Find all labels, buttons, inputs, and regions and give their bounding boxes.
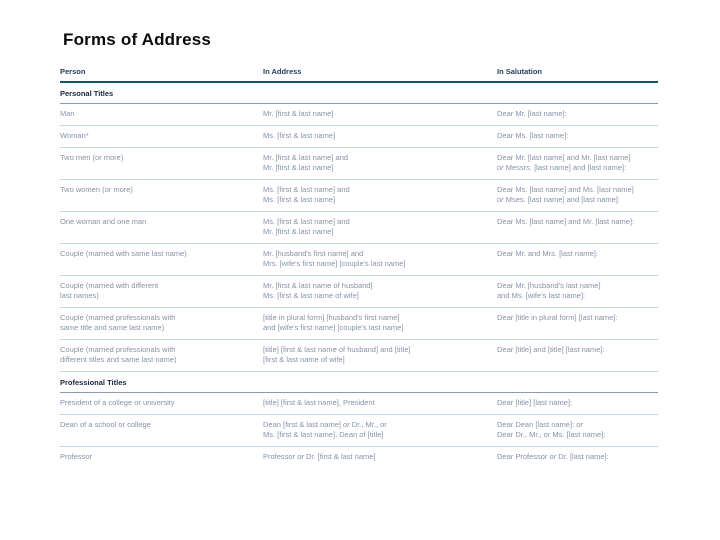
address-cell: [title] [first & last name of husband] a… [263,345,411,364]
person-cell: Couple (married professionals with differ… [60,345,177,364]
section-heading: Personal Titles [60,83,658,104]
person-cell: Two men (or more) [60,153,124,162]
person-cell: Professor [60,452,93,461]
table-section: Personal Titles Man Mr. [first & last name… [60,83,658,372]
address-cell: Ms. [first & last name] and Mr. [first & … [263,217,350,236]
table-row: Dean of a school or college Dean [first &… [60,415,658,447]
address-cell: Ms. [first & last name] [263,131,336,140]
table-section: Professional Titles President of a colleg… [60,372,658,468]
address-cell: Mr. [first & last name of husband] Ms. [f… [263,281,373,300]
address-cell: Ms. [first & last name] and Ms. [first & … [263,185,350,204]
salutation-cell: Dear [title] and [title] [last name]: [497,345,605,354]
table-row: Couple (married professionals with same t… [60,308,658,340]
address-cell: Mr. [first & last name] and Mr. [first & … [263,153,349,172]
person-cell: President of a college or university [60,398,175,407]
section-heading: Professional Titles [60,372,658,393]
salutation-cell: Dear Mr. [last name] and Mr. [last name]… [497,153,631,172]
salutation-cell: Dear [title] [last name]: [497,398,573,407]
person-cell: Dean of a school or college [60,420,151,429]
column-header-person: Person [60,67,86,76]
address-cell: Dean [first & last name] or Dr., Mr., or… [263,420,387,439]
person-cell: Couple (married professionals with same t… [60,313,176,332]
salutation-cell: Dear Professor or Dr. [last name]: [497,452,609,461]
person-cell: Couple (married with same last name) [60,249,187,258]
table-row: Woman* Ms. [first & last name] Dear Ms. [l… [60,126,658,148]
person-cell: One woman and one man [60,217,147,226]
salutation-cell: Dear Dean [last name]: or Dear Dr., Mr., … [497,420,606,439]
page-title: Forms of Address [63,30,212,49]
address-cell: Professor or Dr. [first & last name] [263,452,376,461]
table-header-row: Person In Address In Salutation [60,66,658,83]
address-cell: [title in plural form] [husband's first … [263,313,404,332]
salutation-cell: Dear Ms. [last name] and Mr. [last name]… [497,217,635,226]
salutation-cell: Dear Ms. [last name]: [497,131,569,140]
person-cell: Two women (or more) [60,185,133,194]
person-cell: Man [60,109,75,118]
person-cell: Woman* [60,131,89,140]
table-row: President of a college or university [tit… [60,393,658,415]
address-cell: Mr. [first & last name] [263,109,334,118]
table-row: Professor Professor or Dr. [first & last … [60,447,658,468]
salutation-cell: Dear Mr. [last name]: [497,109,567,118]
table-row: Couple (married with same last name) Mr. … [60,244,658,276]
address-cell: [title] [first & last name], President [263,398,375,407]
salutation-cell: Dear Mr. [husband's last name] and Ms. [w… [497,281,601,300]
table-row: Two men (or more) Mr. [first & last name]… [60,148,658,180]
salutation-cell: Dear [title in plural form] [last name]: [497,313,618,322]
salutation-cell: Dear Mr. and Mrs. [last name]: [497,249,598,258]
table-row: Two women (or more) Ms. [first & last nam… [60,180,658,212]
column-header-in-salutation: In Salutation [497,67,542,76]
person-cell: Couple (married with different last names… [60,281,159,300]
table-row: Couple (married with different last names… [60,276,658,308]
salutation-cell: Dear Ms. [last name] and Ms. [last name]… [497,185,634,204]
table-row: Man Mr. [first & last name] Dear Mr. [last… [60,104,658,126]
table-row: One woman and one man Ms. [first & last n… [60,212,658,244]
table-body: Personal Titles Man Mr. [first & last name… [60,83,658,468]
address-cell: Mr. [husband's first name] and Mrs. [wife… [263,249,406,268]
column-header-in-address: In Address [263,67,302,76]
forms-of-address-table: Person In Address In Salutation Personal… [60,66,658,468]
table-row: Couple (married professionals with differ… [60,340,658,372]
